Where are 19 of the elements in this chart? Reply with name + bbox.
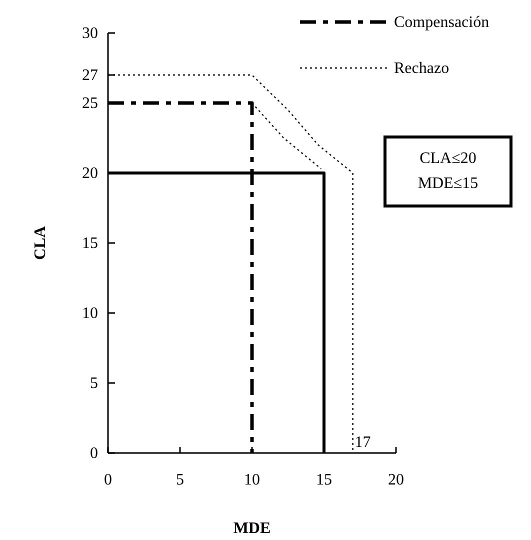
y-tick-label: 20 [82,165,98,182]
y-tick-label: 30 [82,25,98,42]
y-tick-label: 15 [82,235,98,252]
x-tick-label: 10 [244,471,260,488]
annotation: 17 [354,434,371,451]
y-tick-label: 10 [82,305,98,322]
y-tick-label: 27 [82,67,98,84]
x-tick-label: 5 [176,471,184,488]
y-tick-label: 25 [82,95,98,112]
text: Compensación [394,14,490,31]
y-tick-label: 0 [90,445,98,462]
x-tick-label: 15 [316,471,332,488]
x-tick-label: 20 [388,471,404,488]
note-box: CLA≤20 MDE≤15 [384,136,512,208]
y-axis-title: CLA [32,226,49,260]
text: Rechazo [394,60,450,77]
y-tick-label: 5 [90,375,98,392]
x-tick-label: 0 [104,471,112,488]
x-axis-title: MDE [233,520,271,537]
